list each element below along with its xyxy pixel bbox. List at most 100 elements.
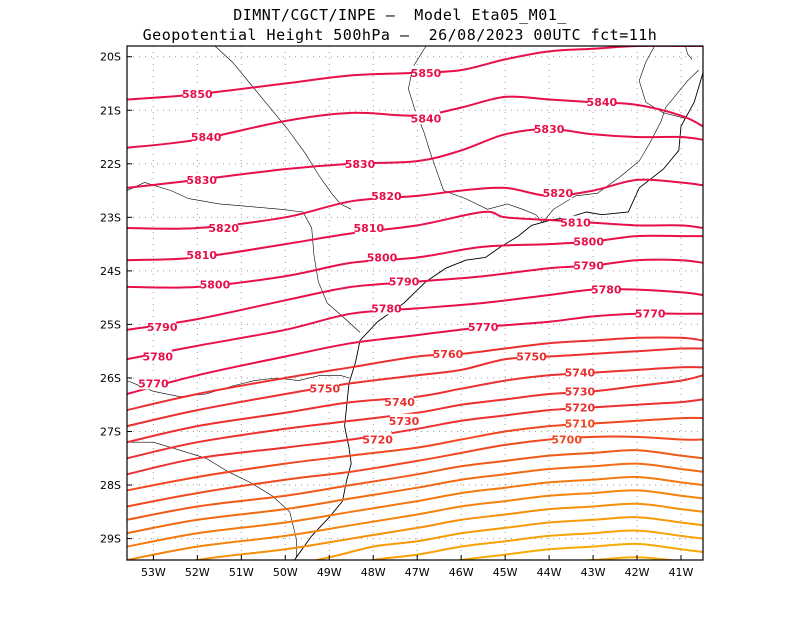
contour-label-bg (574, 234, 603, 248)
contour-label-bg (183, 87, 212, 101)
contour-label-bg (139, 376, 168, 390)
contour-5800 (127, 234, 703, 289)
contour-label: 5790 (573, 260, 604, 273)
contour-label-bg (411, 111, 440, 125)
contour-label: 5820 (371, 190, 402, 203)
contour-label-bg (411, 65, 440, 79)
coastline (293, 72, 703, 560)
lat-tick-label: 28S (100, 479, 121, 492)
contour-label-bg (433, 346, 462, 360)
contour-labels: 5850 5850 5840 5840 5840 5830 5830 5830 5820 5820… (138, 65, 666, 447)
contour-label-bg (354, 221, 383, 235)
contour-label: 5740 (565, 367, 596, 380)
contour-label: 5730 (565, 385, 596, 398)
contour-label: 5820 (208, 222, 239, 235)
contour-label-bg (148, 320, 177, 334)
contour-label: 5770 (138, 377, 169, 390)
state-border (408, 46, 543, 223)
contour-5810 (127, 210, 703, 262)
contour-label: 5840 (191, 131, 222, 144)
contour-5820 (127, 178, 703, 230)
contour-5730 (127, 374, 703, 460)
contour-5850 (127, 46, 703, 101)
contour-label: 5800 (200, 278, 231, 291)
contour-label-bg (372, 188, 401, 202)
contour-label-bg (363, 432, 392, 446)
contour-label: 5740 (384, 396, 415, 409)
contour-label-bg (187, 247, 216, 261)
contour-label-bg (565, 384, 594, 398)
contour-label: 5720 (565, 401, 596, 414)
contour-label-bg (543, 186, 572, 200)
contour-5860 (127, 0, 703, 35)
contour-label: 5770 (468, 321, 499, 334)
contour-label-bg (587, 95, 616, 109)
contour-5660 (127, 489, 703, 560)
contour-label-bg (192, 130, 221, 144)
lat-tick-label: 20S (100, 51, 121, 64)
state-border (127, 182, 361, 333)
contour-label-bg (368, 250, 397, 264)
lon-tick-label: 49W (317, 566, 342, 579)
contour-5790 (127, 258, 703, 331)
lon-tick-label: 46W (449, 566, 474, 579)
contour-5840 (127, 95, 703, 149)
lon-tick-label: 43W (581, 566, 606, 579)
contour-label: 5850 (182, 88, 213, 101)
contour-label: 5790 (389, 276, 420, 289)
contour-label-bg (565, 365, 594, 379)
lon-tick-label: 44W (537, 566, 562, 579)
contour-label: 5780 (591, 284, 622, 297)
contour-5740 (127, 366, 703, 444)
lat-tick-label: 21S (100, 104, 121, 117)
contour-label: 5830 (534, 123, 565, 136)
contour-label: 5840 (411, 112, 442, 125)
contour-5760 (127, 336, 703, 412)
lon-tick-label: 52W (185, 566, 210, 579)
lat-tick-label: 22S (100, 158, 121, 171)
contour-5680 (127, 462, 703, 535)
state-border (685, 46, 693, 60)
contour-label-bg (565, 416, 594, 430)
longitude-axis: 53W 52W 51W 50W 49W 48W 47W 46W 45W 44W 43W 42W 41W (141, 555, 694, 579)
contour-label-bg (310, 381, 339, 395)
contour-label: 5800 (573, 235, 604, 248)
contour-label: 5850 (411, 67, 442, 80)
lat-tick-label: 25S (100, 318, 121, 331)
contour-label: 5790 (147, 321, 178, 334)
contour-5720 (127, 398, 703, 476)
lat-tick-label: 29S (100, 533, 121, 546)
contour-5780 (127, 288, 703, 361)
contour-5830 (127, 128, 703, 189)
contour-label: 5810 (186, 249, 217, 262)
lat-tick-label: 26S (100, 372, 121, 385)
lon-tick-label: 45W (493, 566, 518, 579)
contour-5640 (311, 516, 703, 560)
contour-5710 (127, 416, 703, 492)
contour-label-bg (390, 413, 419, 427)
title-line-1: DIMNT/CGCT/INPE – Model Eta05_M01_ (233, 6, 567, 24)
contour-label-bg (561, 215, 590, 229)
contour-label-bg (592, 282, 621, 296)
contour-label-bg (143, 349, 172, 363)
lon-tick-label: 53W (141, 566, 166, 579)
contour-label: 5810 (354, 222, 385, 235)
state-border (214, 46, 352, 210)
contour-label: 5760 (433, 348, 464, 361)
lat-tick-label: 27S (100, 426, 121, 439)
lon-tick-label: 51W (229, 566, 254, 579)
contour-5690 (127, 449, 703, 521)
contour-label-bg (565, 400, 594, 414)
contour-label: 5750 (310, 383, 341, 396)
lat-tick-label: 23S (100, 211, 121, 224)
height-contours (127, 0, 703, 560)
contour-label-bg (535, 121, 564, 135)
lon-tick-label: 47W (405, 566, 430, 579)
contour-5700 (127, 435, 703, 508)
contour-label-bg (469, 320, 498, 334)
contour-label-bg (574, 258, 603, 272)
contour-label: 5780 (371, 302, 402, 315)
contour-label: 5750 (516, 351, 547, 364)
contour-5670 (127, 475, 703, 548)
